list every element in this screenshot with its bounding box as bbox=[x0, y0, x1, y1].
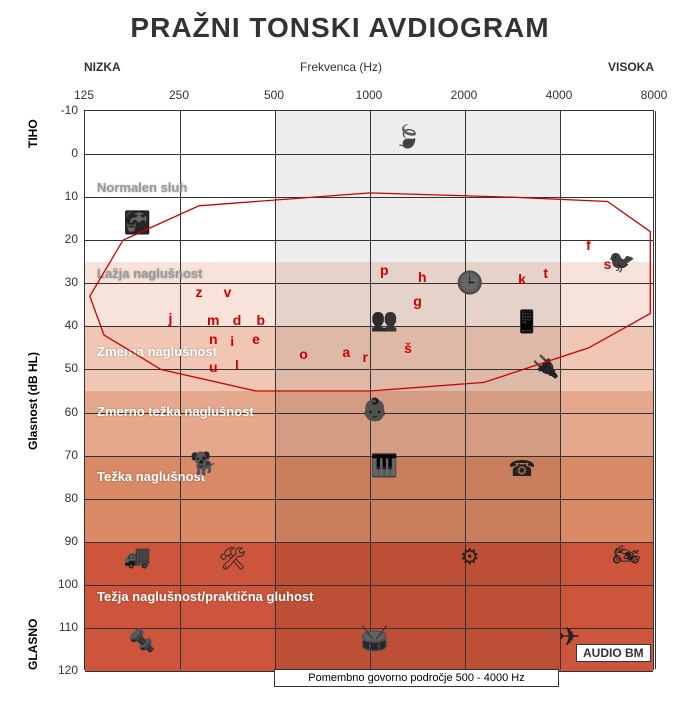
phoneme-letter: t bbox=[543, 265, 548, 281]
phoneme-letter: p bbox=[380, 262, 389, 278]
x-tick-label: 500 bbox=[264, 88, 284, 102]
y-tick-label: 10 bbox=[50, 189, 78, 203]
y-axis-label: Glasnost (dB HL) bbox=[26, 352, 40, 450]
band-label: Lažja naglušnost bbox=[97, 266, 202, 281]
phoneme-letter: d bbox=[233, 312, 242, 328]
band-label: Normalen sluh bbox=[97, 180, 187, 195]
y-tick-label: 120 bbox=[50, 663, 78, 677]
grid-hline bbox=[85, 154, 653, 155]
y-tick-label: 100 bbox=[50, 577, 78, 591]
chart-title: PRAŽNI TONSKI AVDIOGRAM bbox=[0, 0, 680, 44]
phoneme-letter: f bbox=[586, 237, 591, 253]
leaves-icon: 🍃 bbox=[394, 124, 421, 150]
grid-hline bbox=[85, 499, 653, 500]
piano-icon: 🎹 bbox=[371, 453, 398, 479]
grid-hline bbox=[85, 369, 653, 370]
x-tick-label: 4000 bbox=[546, 88, 573, 102]
phoneme-letter: v bbox=[224, 284, 232, 300]
phoneme-letter: i bbox=[230, 333, 234, 349]
band-label: Težka naglušnost bbox=[97, 469, 205, 484]
vacuum-icon: 🔌 bbox=[532, 354, 559, 380]
speech-range-note: Pomembno govorno področje 500 - 4000 Hz bbox=[274, 669, 559, 687]
x-tick-label: 2000 bbox=[451, 88, 478, 102]
x-tick-label: 125 bbox=[74, 88, 94, 102]
grid-hline bbox=[85, 197, 653, 198]
phoneme-letter: š bbox=[404, 340, 412, 356]
saw-icon: ⚙ bbox=[460, 544, 480, 570]
y-glasno-label: GLASNO bbox=[26, 619, 40, 670]
drill-icon: 🔩 bbox=[128, 628, 155, 654]
grid-hline bbox=[85, 326, 653, 327]
phoneme-letter: b bbox=[256, 312, 265, 328]
phoneme-letter: k bbox=[518, 271, 526, 287]
y-tick-label: 30 bbox=[50, 275, 78, 289]
telephone-icon: ☎ bbox=[508, 456, 535, 482]
phoneme-letter: a bbox=[342, 344, 350, 360]
band-label: Zmerno težka naglušnost bbox=[97, 404, 254, 419]
phoneme-letter: o bbox=[299, 346, 308, 362]
y-tick-label: 0 bbox=[50, 146, 78, 160]
freq-high-label: VISOKA bbox=[608, 60, 654, 74]
brand-logo: AUDIO BM bbox=[576, 644, 651, 662]
phoneme-letter: g bbox=[413, 293, 422, 309]
phone-icon: 📱 bbox=[513, 309, 540, 335]
freq-axis-label: Frekvenca (Hz) bbox=[300, 60, 382, 74]
grid-hline bbox=[85, 456, 653, 457]
y-tick-label: 50 bbox=[50, 361, 78, 375]
clock-icon: 🕒 bbox=[456, 270, 483, 296]
band-label: Težja naglušnost/praktična gluhost bbox=[97, 589, 313, 604]
people-icon: 👥 bbox=[371, 307, 398, 333]
grid-vline bbox=[655, 111, 656, 669]
y-tiho-label: TIHO bbox=[26, 119, 40, 148]
band-icon: 🥁 bbox=[360, 624, 390, 653]
grid-hline bbox=[85, 585, 653, 586]
y-tick-label: 40 bbox=[50, 318, 78, 332]
y-tick-label: 60 bbox=[50, 405, 78, 419]
bird-icon: 🐦 bbox=[608, 249, 635, 275]
phoneme-letter: h bbox=[418, 269, 427, 285]
freq-low-label: NIZKA bbox=[84, 60, 121, 74]
dog-icon: 🐕 bbox=[190, 451, 217, 477]
y-tick-label: -10 bbox=[50, 103, 78, 117]
motorcycle-icon: 🏍 bbox=[613, 542, 641, 568]
y-tick-label: 90 bbox=[50, 534, 78, 548]
x-tick-label: 8000 bbox=[641, 88, 668, 102]
phoneme-letter: r bbox=[363, 349, 368, 365]
grid-hline bbox=[85, 542, 653, 543]
tap-icon: 🚰 bbox=[124, 210, 151, 236]
x-tick-label: 1000 bbox=[356, 88, 383, 102]
truck-icon: 🚚 bbox=[124, 544, 151, 570]
band-label: Zmerna naglušnost bbox=[97, 344, 217, 359]
phoneme-letter: z bbox=[196, 284, 203, 300]
y-tick-label: 80 bbox=[50, 491, 78, 505]
phoneme-letter: m bbox=[207, 312, 219, 328]
phoneme-letter: l bbox=[235, 357, 239, 373]
phoneme-letter: j bbox=[169, 310, 173, 326]
y-tick-label: 70 bbox=[50, 448, 78, 462]
grid-hline bbox=[85, 283, 653, 284]
baby-icon: 👶 bbox=[361, 397, 388, 423]
audiogram-chart: Normalen sluh Lažja naglušnost Zmerna nagl… bbox=[84, 110, 654, 670]
grid-hline bbox=[85, 240, 653, 241]
y-tick-label: 20 bbox=[50, 232, 78, 246]
phoneme-letter: u bbox=[209, 359, 218, 375]
x-tick-label: 250 bbox=[169, 88, 189, 102]
phoneme-letter: e bbox=[252, 331, 260, 347]
phoneme-letter: n bbox=[209, 331, 218, 347]
mower-icon: 🛠 bbox=[218, 546, 246, 572]
y-tick-label: 110 bbox=[50, 620, 78, 634]
